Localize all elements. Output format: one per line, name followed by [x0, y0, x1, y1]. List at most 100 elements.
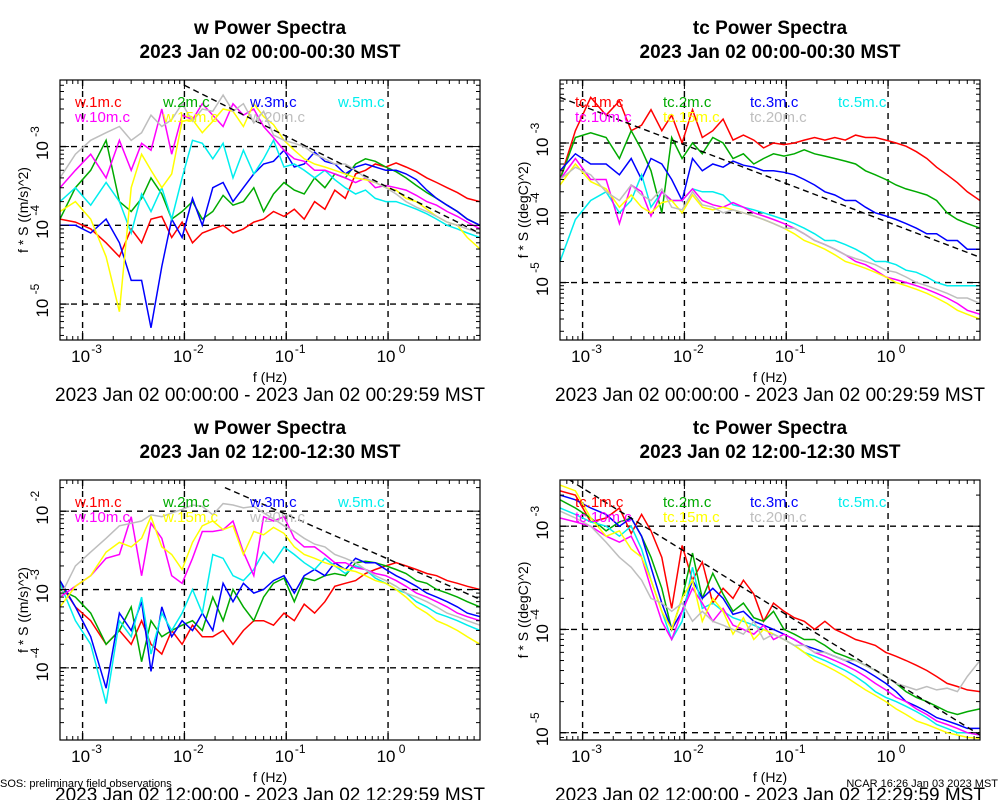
x-tick-label: 10 [571, 347, 590, 366]
series-line-w-10m-c [60, 515, 480, 622]
x-tick-label: 10 [275, 747, 294, 766]
legend-label: w.3m.c [249, 494, 297, 511]
x-tick-exponent: -1 [295, 342, 306, 356]
series-group [60, 486, 480, 704]
y-tick-label: 10 [33, 506, 52, 525]
x-tick-label: 10 [877, 747, 896, 766]
series-line-w-2m-c [60, 138, 480, 226]
legend-label: tc.15m.c [663, 109, 720, 126]
legend-label: tc.1m.c [575, 94, 624, 111]
x-tick-label: 10 [673, 347, 692, 366]
y-axis-label: f * S ((m/s)^2) [15, 167, 31, 253]
y-tick-exponent: -5 [28, 283, 42, 294]
footer-left: SOS: preliminary field observations [0, 778, 172, 790]
chart-title: w Power Spectra [193, 18, 346, 39]
series-line-tc-10m-c [560, 157, 980, 316]
series-line-w-10m-c [60, 102, 480, 230]
x-tick-exponent: -2 [193, 342, 204, 356]
legend-label: w.1m.c [74, 94, 122, 111]
legend-label: tc.3m.c [750, 494, 799, 511]
legend-label: tc.1m.c [575, 494, 624, 511]
series-line-tc-5m-c [560, 172, 980, 287]
legend-label: tc.20m.c [750, 509, 807, 526]
series-line-tc-10m-c [560, 517, 980, 736]
x-tick-label: 10 [775, 347, 794, 366]
x-tick-label: 10 [71, 347, 90, 366]
chart-panel-4: tc Power Spectra 2023 Jan 02 12:00-12:30 … [515, 418, 985, 800]
x-tick-label: 10 [173, 347, 192, 366]
legend-label: w.15m.c [162, 509, 219, 526]
y-tick-label: 10 [533, 277, 552, 296]
y-tick-label: 10 [533, 727, 552, 746]
chart-subtitle: 2023 Jan 02 00:00-00:30 MST [140, 42, 401, 63]
x-tick-exponent: -3 [591, 342, 602, 356]
series-line-w-20m-c [60, 93, 480, 234]
y-tick-exponent: -3 [28, 569, 42, 580]
time-range-label: 2023 Jan 02 12:00:00 - 2023 Jan 02 12:29… [555, 785, 985, 800]
x-tick-exponent: -1 [295, 742, 306, 756]
series-line-tc-2m-c [560, 499, 980, 716]
x-tick-exponent: 0 [399, 342, 406, 356]
x-tick-label: 10 [377, 347, 396, 366]
chart-subtitle: 2023 Jan 02 00:00-00:30 MST [640, 42, 901, 63]
chart-title: tc Power Spectra [693, 418, 848, 439]
y-tick-exponent: -4 [528, 192, 542, 203]
x-tick-exponent: -2 [693, 742, 704, 756]
chart-subtitle: 2023 Jan 02 12:00-12:30 MST [140, 442, 401, 463]
legend-label: w.1m.c [74, 494, 122, 511]
footer-right: NCAR 16:26 Jan 03 2023 MST [846, 778, 998, 790]
y-tick-exponent: -5 [528, 262, 542, 273]
series-line-w-15m-c [60, 514, 480, 645]
series-line-w-1m-c [60, 561, 480, 656]
time-range-label: 2023 Jan 02 12:00:00 - 2023 Jan 02 12:29… [55, 785, 485, 800]
x-tick-label: 10 [173, 747, 192, 766]
y-tick-label: 10 [33, 662, 52, 681]
x-tick-label: 10 [775, 747, 794, 766]
x-tick-exponent: 0 [899, 342, 906, 356]
series-line-w-1m-c [60, 162, 480, 259]
chart-panel-1: w Power Spectra 2023 Jan 02 00:00-00:30 M… [15, 18, 485, 406]
y-tick-label: 10 [533, 138, 552, 157]
slope-reference-line [184, 84, 480, 235]
chart-subtitle: 2023 Jan 02 12:00-12:30 MST [640, 442, 901, 463]
legend-label: w.5m.c [337, 494, 385, 511]
y-tick-label: 10 [533, 624, 552, 643]
slope-reference-line [568, 480, 980, 736]
series-line-tc-15m-c [560, 162, 980, 320]
legend-label: tc.2m.c [663, 494, 712, 511]
series-line-w-5m-c [60, 138, 480, 239]
x-tick-label: 10 [877, 347, 896, 366]
legend-label: w.10m.c [74, 109, 131, 126]
y-tick-label: 10 [33, 220, 52, 239]
legend-label: w.15m.c [162, 109, 219, 126]
legend-label: tc.10m.c [575, 509, 632, 526]
x-tick-exponent: 0 [899, 742, 906, 756]
x-tick-exponent: 0 [399, 742, 406, 756]
legend-label: tc.2m.c [663, 94, 712, 111]
legend-label: w.10m.c [74, 509, 131, 526]
y-tick-exponent: -4 [28, 205, 42, 216]
legend-label: tc.15m.c [663, 509, 720, 526]
x-tick-exponent: -2 [193, 742, 204, 756]
y-tick-exponent: -2 [28, 491, 42, 502]
legend-label: tc.3m.c [750, 94, 799, 111]
y-axis-label: f * S ((degC)^2) [515, 162, 531, 259]
x-axis-label: f (Hz) [753, 369, 787, 385]
x-tick-exponent: -2 [693, 342, 704, 356]
legend-label: tc.5m.c [838, 494, 887, 511]
x-axis-label: f (Hz) [253, 769, 287, 785]
y-tick-exponent: -3 [528, 122, 542, 133]
x-tick-label: 10 [377, 747, 396, 766]
series-line-tc-20m-c [560, 510, 980, 693]
legend-label: w.20m.c [249, 109, 306, 126]
chart-title: w Power Spectra [193, 418, 346, 439]
y-axis-label: f * S ((m/s)^2) [15, 567, 31, 653]
series-line-tc-5m-c [560, 507, 980, 736]
legend-label: w.5m.c [337, 94, 385, 111]
chart-panel-2: tc Power Spectra 2023 Jan 02 00:00-00:30 … [515, 18, 985, 406]
x-tick-label: 10 [673, 747, 692, 766]
legend-label: w.2m.c [162, 94, 210, 111]
legend-label: w.20m.c [249, 509, 306, 526]
y-tick-exponent: -4 [28, 647, 42, 658]
legend-label: tc.10m.c [575, 109, 632, 126]
